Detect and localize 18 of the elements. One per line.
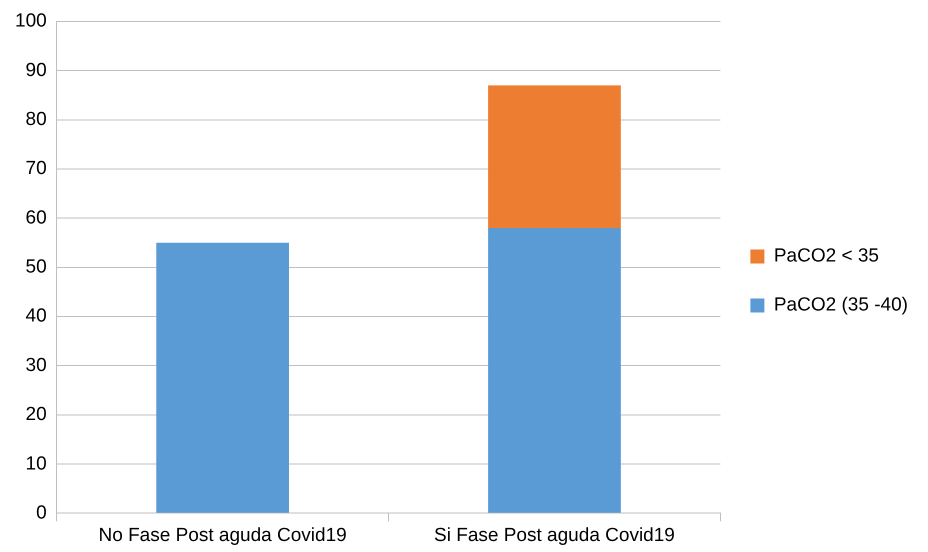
y-tick-label: 50 bbox=[26, 256, 47, 278]
y-tick-label: 20 bbox=[26, 404, 47, 426]
y-tick-label: 10 bbox=[26, 453, 47, 474]
y-tick-label: 70 bbox=[26, 158, 47, 180]
x-tick-label: Si Fase Post aguda Covid19 bbox=[434, 524, 675, 546]
y-tick-label: 0 bbox=[36, 502, 47, 524]
legend-label: PaCO2 (35 -40) bbox=[774, 294, 908, 316]
y-tick-label: 40 bbox=[26, 306, 47, 327]
legend-label: PaCO2 < 35 bbox=[774, 246, 879, 267]
y-tick-label: 80 bbox=[26, 108, 47, 130]
bar bbox=[488, 228, 621, 513]
bar bbox=[156, 242, 289, 513]
y-tick-label: 60 bbox=[26, 207, 47, 228]
y-tick-label: 100 bbox=[15, 10, 47, 32]
x-tick-label: No Fase Post aguda Covid19 bbox=[98, 524, 347, 546]
y-tick-label: 30 bbox=[26, 354, 47, 376]
bar bbox=[488, 85, 621, 228]
y-tick-label: 90 bbox=[26, 60, 47, 81]
